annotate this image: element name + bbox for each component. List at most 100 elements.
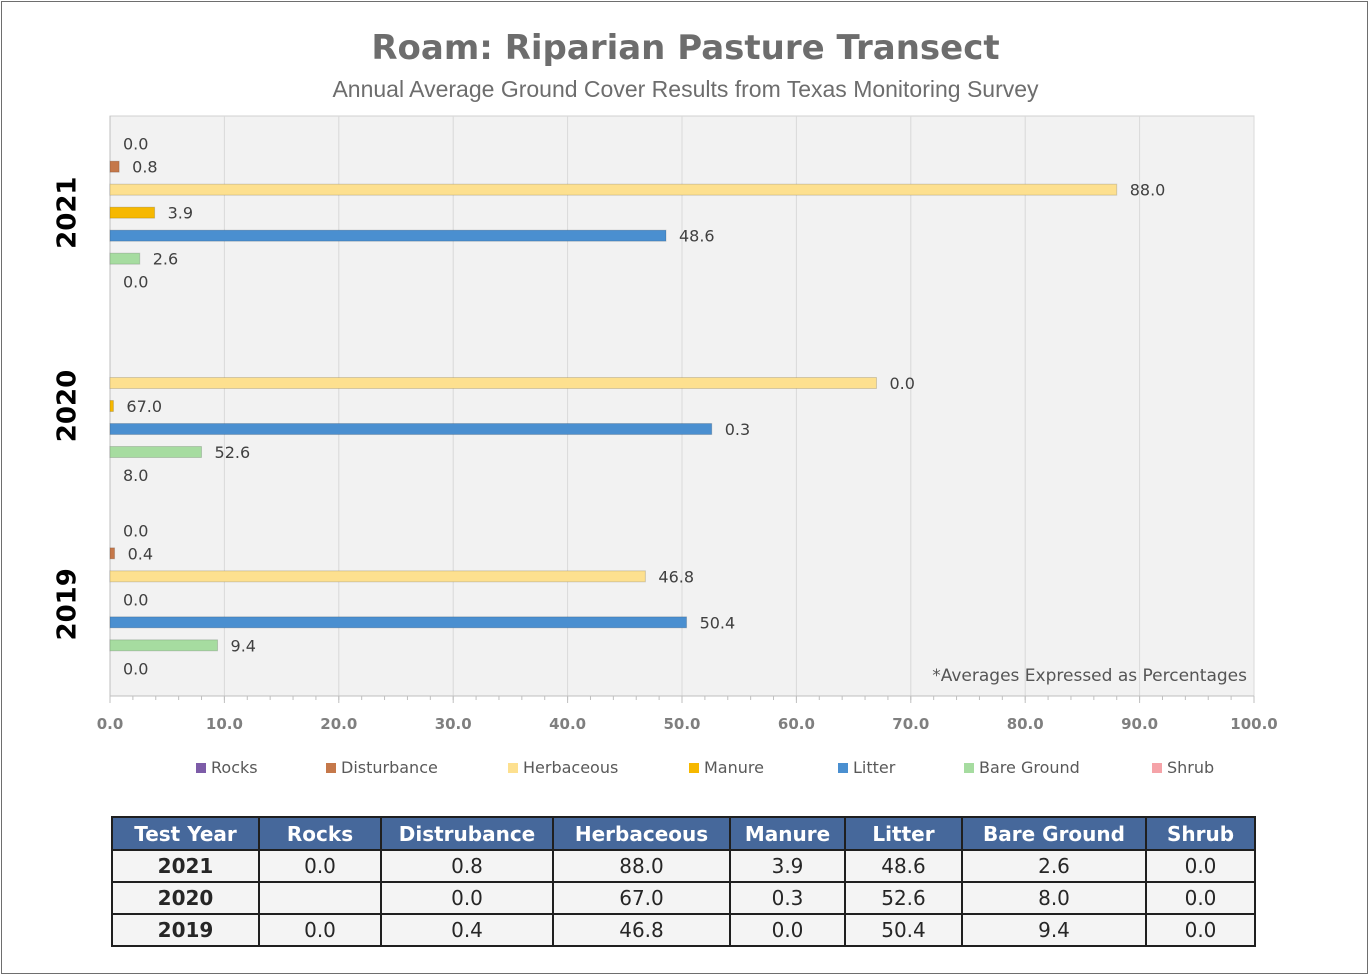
y-category-label: 2019 <box>53 568 83 640</box>
data-label: 0.0 <box>123 521 148 540</box>
legend-item-manure: Manure <box>689 758 764 777</box>
bar-herbaceous <box>109 570 646 583</box>
table-cell: 0.3 <box>729 881 846 915</box>
x-tick-label: 100.0 <box>1230 715 1277 733</box>
data-label: 0.0 <box>123 659 148 678</box>
data-table: Test Year Rocks Distrubance Herbaceous M… <box>111 816 1256 947</box>
legend-swatch-herbaceous <box>508 762 518 773</box>
bar-herbaceous <box>109 183 1118 196</box>
table-cell: 52.6 <box>844 881 963 915</box>
table-header-cell: Test Year <box>111 816 260 851</box>
data-label: 88.0 <box>1130 181 1166 200</box>
bar-manure <box>109 400 114 412</box>
legend-label-litter: Litter <box>853 758 896 777</box>
table-cell: 0.0 <box>1145 913 1256 947</box>
data-label: 0.0 <box>123 590 148 609</box>
table-row: 2019 0.0 0.4 46.8 0.0 50.4 9.4 0.0 <box>111 913 1256 947</box>
legend-label-bare-ground: Bare Ground <box>979 758 1080 777</box>
x-tick-label: 10.0 <box>206 715 243 733</box>
legend-swatch-litter <box>838 762 848 773</box>
table-cell: 9.4 <box>961 913 1147 947</box>
legend-item-shrub: Shrub <box>1152 758 1214 777</box>
data-label: 9.4 <box>231 636 256 655</box>
bar-bare-ground <box>109 446 203 458</box>
legend-item-disturbance: Disturbance <box>326 758 438 777</box>
table-cell: 8.0 <box>961 881 1147 915</box>
data-label: 8.0 <box>123 466 148 485</box>
data-label: 2.6 <box>153 250 178 269</box>
data-label: 3.9 <box>168 204 193 223</box>
data-label: 0.4 <box>128 544 153 563</box>
table-cell: 0.0 <box>258 849 382 883</box>
chart-legend: Rocks Disturbance Herbaceous Manure Litt… <box>110 758 1260 780</box>
bar-litter <box>109 616 688 629</box>
table-cell: 0.8 <box>380 849 554 883</box>
legend-item-herbaceous: Herbaceous <box>508 758 618 777</box>
data-label: 46.8 <box>658 567 694 586</box>
bar-bare-ground <box>109 639 219 652</box>
table-row: 2020 0.0 67.0 0.3 52.6 8.0 0.0 <box>111 881 1256 915</box>
table-cell: 0.0 <box>258 913 382 947</box>
legend-swatch-bare-ground <box>964 762 974 773</box>
legend-swatch-disturbance <box>326 762 336 773</box>
x-tick-label: 40.0 <box>549 715 586 733</box>
table-row: 2021 0.0 0.8 88.0 3.9 48.6 2.6 0.0 <box>111 849 1256 883</box>
chart-subtitle: Annual Average Ground Cover Results from… <box>332 76 1039 102</box>
table-header-cell: Rocks <box>258 816 382 851</box>
table-header-row: Test Year Rocks Distrubance Herbaceous M… <box>111 816 1256 851</box>
y-category-label: 2020 <box>53 370 83 442</box>
table-cell-year: 2021 <box>111 849 260 883</box>
table-cell-year: 2019 <box>111 913 260 947</box>
table-cell: 0.0 <box>1145 881 1256 915</box>
table-cell: 88.0 <box>552 849 731 883</box>
table-cell: 0.0 <box>1145 849 1256 883</box>
x-tick-label: 50.0 <box>663 715 700 733</box>
table-cell: 46.8 <box>552 913 731 947</box>
x-tick-label: 70.0 <box>892 715 929 733</box>
data-label: 0.0 <box>123 273 148 292</box>
bar-manure <box>109 206 156 219</box>
table-cell <box>258 881 382 915</box>
table-cell: 2.6 <box>961 849 1147 883</box>
data-label: 0.0 <box>889 374 914 393</box>
table-cell: 0.0 <box>729 913 846 947</box>
legend-item-rocks: Rocks <box>196 758 258 777</box>
data-label: 0.8 <box>132 158 157 177</box>
legend-item-bare-ground: Bare Ground <box>964 758 1080 777</box>
data-label: 50.4 <box>700 613 736 632</box>
x-tick-label: 30.0 <box>435 715 472 733</box>
legend-swatch-shrub <box>1152 762 1162 773</box>
x-tick-label: 0.0 <box>97 715 124 733</box>
data-label: 67.0 <box>126 397 162 416</box>
bar-bare-ground <box>109 252 141 265</box>
x-tick-label: 60.0 <box>778 715 815 733</box>
table-cell: 0.4 <box>380 913 554 947</box>
chart-plot: 0.0 10.0 20.0 30.0 40.0 50.0 60.0 70.0 80.0 90.0 1… <box>53 115 1278 733</box>
bar-disturbance <box>109 160 120 173</box>
data-label: 52.6 <box>215 443 251 462</box>
legend-swatch-rocks <box>196 762 206 773</box>
legend-label-disturbance: Disturbance <box>341 758 438 777</box>
table-cell: 0.0 <box>380 881 554 915</box>
table-header-cell: Herbaceous <box>552 816 731 851</box>
table-cell: 3.9 <box>729 849 846 883</box>
x-tick-label: 90.0 <box>1121 715 1158 733</box>
legend-label-shrub: Shrub <box>1167 758 1215 777</box>
table-cell: 50.4 <box>844 913 963 947</box>
bar-herbaceous <box>109 377 877 389</box>
y-category-label: 2021 <box>53 176 83 248</box>
legend-swatch-manure <box>689 762 699 773</box>
chart-title: Roam: Riparian Pasture Transect <box>371 28 1000 68</box>
table-cell-year: 2020 <box>111 881 260 915</box>
data-label: 48.6 <box>679 227 715 246</box>
data-label: 0.3 <box>725 420 750 439</box>
data-label: 0.0 <box>123 135 148 154</box>
chart-note: *Averages Expressed as Percentages <box>932 666 1247 686</box>
table-header-cell: Bare Ground <box>961 816 1147 851</box>
table-header-cell: Litter <box>844 816 963 851</box>
legend-label-rocks: Rocks <box>211 758 258 777</box>
bar-disturbance <box>109 547 116 560</box>
table-header-cell: Distrubance <box>380 816 554 851</box>
legend-label-herbaceous: Herbaceous <box>523 758 619 777</box>
table-cell: 48.6 <box>844 849 963 883</box>
